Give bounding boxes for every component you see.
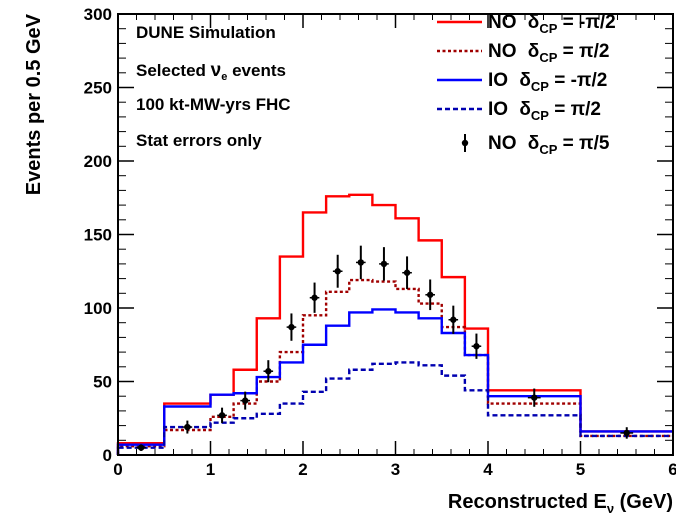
data-point [531, 394, 537, 400]
data-point [288, 324, 294, 330]
data-point [242, 397, 248, 403]
x-tick-label: 3 [391, 460, 400, 479]
legend-point-marker [462, 140, 468, 146]
annotation-1: Selected νe events [136, 60, 286, 83]
x-tick-label: 0 [113, 460, 122, 479]
data-point [138, 444, 144, 450]
data-point [184, 424, 190, 430]
x-tick-label: 1 [206, 460, 215, 479]
y-tick-label: 0 [103, 446, 112, 465]
y-tick-label: 50 [93, 373, 112, 392]
x-tick-label: 2 [298, 460, 307, 479]
x-axis-label: Reconstructed Eν (GeV) [448, 491, 673, 516]
y-tick-label: 100 [84, 299, 112, 318]
data-point [404, 270, 410, 276]
data-point [358, 259, 364, 265]
x-tick-label: 5 [576, 460, 585, 479]
y-tick-label: 300 [84, 5, 112, 24]
data-point [219, 412, 225, 418]
y-tick-label: 150 [84, 226, 112, 245]
data-point [624, 430, 630, 436]
data-point [473, 343, 479, 349]
y-axis-label: Events per 0.5 GeV [23, 13, 45, 195]
annotation-2: 100 kt-MW-yrs FHC [136, 95, 291, 114]
data-point [311, 295, 317, 301]
x-tick-label: 6 [668, 460, 676, 479]
annotation-0: DUNE Simulation [136, 23, 276, 42]
data-point [427, 292, 433, 298]
data-point [450, 317, 456, 323]
y-tick-label: 250 [84, 79, 112, 98]
data-point [381, 261, 387, 267]
y-tick-label: 200 [84, 152, 112, 171]
data-point [265, 368, 271, 374]
x-tick-label: 4 [483, 460, 493, 479]
data-point [334, 268, 340, 274]
annotation-3: Stat errors only [136, 131, 262, 150]
